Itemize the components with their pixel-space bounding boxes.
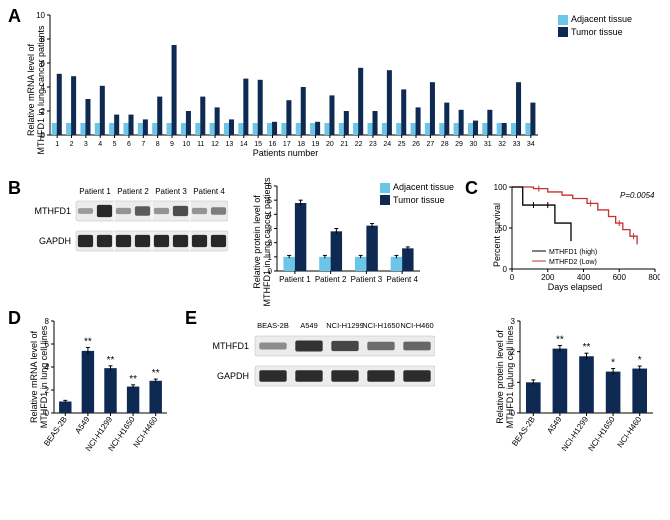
svg-text:27: 27: [426, 141, 434, 148]
svg-text:Patient 3: Patient 3: [155, 187, 187, 196]
svg-text:14: 14: [240, 141, 248, 148]
svg-text:13: 13: [226, 141, 234, 148]
svg-text:7: 7: [141, 141, 145, 148]
svg-text:6: 6: [127, 141, 131, 148]
legend-adjacent-b: Adjacent tissue: [393, 182, 454, 192]
svg-text:31: 31: [484, 141, 492, 148]
svg-text:NCI-H1650: NCI-H1650: [362, 321, 400, 330]
svg-text:28: 28: [441, 141, 449, 148]
svg-text:33: 33: [513, 141, 521, 148]
svg-text:26: 26: [412, 141, 420, 148]
svg-text:5: 5: [113, 141, 117, 148]
svg-text:Patient 1: Patient 1: [79, 187, 111, 196]
svg-text:0: 0: [510, 273, 515, 282]
legend-tumor-b: Tumor tissue: [393, 195, 445, 205]
svg-text:NCI-H460: NCI-H460: [400, 321, 433, 330]
svg-text:MTHFD1: MTHFD1: [35, 206, 72, 216]
svg-text:200: 200: [541, 273, 555, 282]
svg-text:A549: A549: [73, 415, 91, 436]
panel-e-label: E: [185, 308, 197, 329]
svg-text:4: 4: [98, 141, 102, 148]
panel-c-ylabel: Percent survival: [492, 190, 502, 280]
svg-text:30: 30: [470, 141, 478, 148]
panel-a-xlabel: Patients number: [28, 148, 543, 158]
svg-text:8: 8: [156, 141, 160, 148]
svg-text:19: 19: [312, 141, 320, 148]
svg-text:600: 600: [613, 273, 627, 282]
svg-text:400: 400: [577, 273, 591, 282]
svg-text:NCI-H460: NCI-H460: [616, 415, 644, 450]
panel-c-xlabel: Days elapsed: [490, 282, 660, 292]
panel-b-label: B: [8, 178, 21, 199]
svg-text:9: 9: [170, 141, 174, 148]
svg-text:3: 3: [84, 141, 88, 148]
svg-text:MTHFD2 (Low): MTHFD2 (Low): [549, 259, 597, 266]
panel-d-label: D: [8, 308, 21, 329]
svg-text:24: 24: [383, 141, 391, 148]
svg-text:**: **: [583, 342, 591, 353]
panel-a-legend: Adjacent tissue Tumor tissue: [558, 14, 632, 39]
svg-text:21: 21: [340, 141, 348, 148]
svg-text:17: 17: [283, 141, 291, 148]
panel-c-label: C: [465, 178, 478, 199]
svg-text:A549: A549: [545, 415, 563, 436]
svg-text:2: 2: [70, 141, 74, 148]
svg-text:NCI-H1299: NCI-H1299: [326, 321, 364, 330]
panel-e-blot: BEAS-2B A549 NCI-H1299NCI-H1650NCI-H460 MTH…: [205, 318, 435, 413]
svg-text:18: 18: [297, 141, 305, 148]
svg-text:**: **: [129, 374, 137, 385]
svg-text:Patient 2: Patient 2: [315, 275, 347, 284]
svg-text:Patient 3: Patient 3: [351, 275, 383, 284]
svg-text:Patient 1: Patient 1: [279, 275, 311, 284]
svg-text:23: 23: [369, 141, 377, 148]
panel-c-chart: Percent survival 0501000200400600800P=0.…: [490, 182, 660, 297]
svg-text:29: 29: [455, 141, 463, 148]
legend-tumor: Tumor tissue: [571, 27, 623, 37]
svg-text:**: **: [556, 335, 564, 346]
panel-e-chart: Relative protein level ofMTHFD1 in lung …: [498, 313, 658, 453]
svg-text:*: *: [638, 355, 642, 366]
svg-text:GAPDH: GAPDH: [217, 371, 249, 381]
svg-text:NCI-H1650: NCI-H1650: [586, 415, 617, 453]
svg-text:10: 10: [36, 11, 45, 20]
svg-text:800: 800: [648, 273, 660, 282]
svg-text:**: **: [152, 368, 160, 379]
panel-d-ylabel: Relative mRNA level ofMTHFD1 in lung cel…: [29, 314, 49, 440]
legend-adjacent: Adjacent tissue: [571, 14, 632, 24]
svg-text:15: 15: [254, 141, 262, 148]
svg-text:22: 22: [355, 141, 363, 148]
panel-a-ylabel: Relative mRNA level ofMTHFD1 in lung can…: [26, 20, 46, 160]
svg-text:**: **: [84, 336, 92, 347]
svg-text:MTHFD1 (high): MTHFD1 (high): [549, 249, 597, 256]
svg-text:25: 25: [398, 141, 406, 148]
svg-text:11: 11: [197, 141, 204, 148]
svg-text:34: 34: [527, 141, 535, 148]
svg-text:0: 0: [503, 265, 508, 274]
svg-text:Patient 4: Patient 4: [386, 275, 418, 284]
panel-b-blot: Patient 1 Patient 2 Patient 3 Patient 4 MTHF…: [28, 185, 228, 280]
svg-text:20: 20: [326, 141, 334, 148]
svg-text:10: 10: [182, 141, 190, 148]
panel-d-chart: Relative mRNA level ofMTHFD1 in lung cel…: [32, 313, 172, 453]
svg-text:P=0.0054: P=0.0054: [620, 191, 655, 200]
panel-a-chart: Relative mRNA level ofMTHFD1 in lung can…: [28, 10, 543, 160]
panel-b-ylabel: Relative protein level ofMTHFD1 in lung …: [252, 177, 272, 307]
svg-text:MTHFD1: MTHFD1: [213, 341, 250, 351]
panel-e-ylabel: Relative protein level ofMTHFD1 in lung …: [495, 314, 515, 440]
svg-text:16: 16: [269, 141, 277, 148]
svg-text:A549: A549: [300, 321, 318, 330]
svg-text:**: **: [107, 355, 115, 366]
svg-text:GAPDH: GAPDH: [39, 236, 71, 246]
panel-a-label: A: [8, 6, 21, 27]
svg-text:Patient 4: Patient 4: [193, 187, 225, 196]
svg-text:*: *: [611, 358, 615, 369]
svg-text:Patient 2: Patient 2: [117, 187, 149, 196]
svg-text:32: 32: [498, 141, 506, 148]
svg-text:12: 12: [211, 141, 219, 148]
panel-b-legend: Adjacent tissue Tumor tissue: [380, 182, 454, 207]
svg-text:BEAS-2B: BEAS-2B: [257, 321, 289, 330]
svg-text:1: 1: [55, 141, 59, 148]
